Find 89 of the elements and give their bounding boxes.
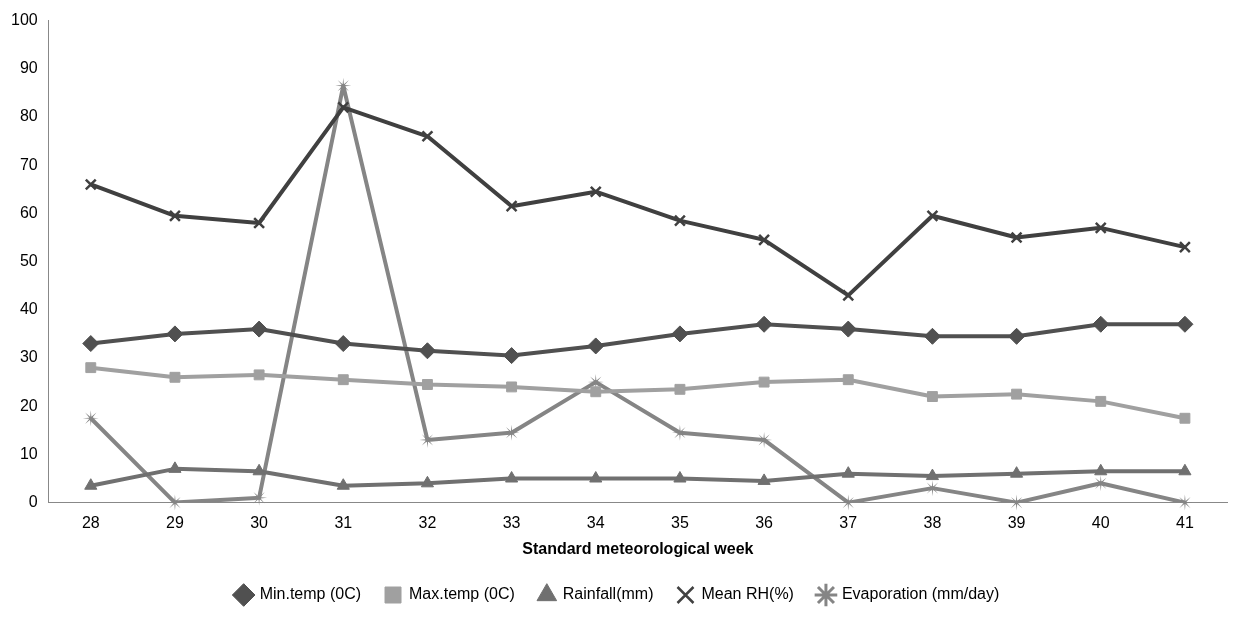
y-tick-label: 30 <box>19 348 38 366</box>
point <box>421 130 434 143</box>
point <box>169 371 181 383</box>
y-tick-label: 70 <box>19 155 38 173</box>
x-tick-label: 31 <box>334 513 353 531</box>
point <box>420 475 434 488</box>
x-tick-label: 30 <box>250 513 269 531</box>
point <box>84 178 97 191</box>
point <box>82 410 99 427</box>
y-tick-label: 20 <box>19 396 38 414</box>
point <box>839 320 857 338</box>
point <box>252 216 266 230</box>
point <box>168 209 182 223</box>
x-tick-label: 35 <box>671 513 689 531</box>
point <box>250 320 268 338</box>
point <box>671 325 689 343</box>
point <box>590 386 602 398</box>
x-tick-label: 39 <box>1007 513 1026 531</box>
y-tick-label: 90 <box>19 59 38 77</box>
point <box>505 471 519 483</box>
x-tick-label: 38 <box>923 513 942 531</box>
x-tick-label: 33 <box>502 513 521 531</box>
y-tick-label: 80 <box>19 107 38 125</box>
point <box>925 468 939 481</box>
y-tick-label: 50 <box>19 252 38 270</box>
point <box>336 478 350 490</box>
point <box>1178 240 1192 254</box>
point <box>926 209 939 223</box>
legend-label: Mean RH(%) <box>701 585 794 603</box>
point <box>842 374 854 386</box>
point <box>673 214 687 227</box>
y-tick-label: 60 <box>19 203 38 221</box>
x-tick-label: 28 <box>81 513 100 531</box>
point <box>1179 412 1191 424</box>
y-tick-label: 10 <box>19 444 38 462</box>
point <box>421 379 433 390</box>
point <box>757 473 771 485</box>
y-tick-label: 100 <box>10 11 38 29</box>
x-tick-label: 36 <box>755 513 774 531</box>
point <box>841 466 855 478</box>
point <box>923 327 941 345</box>
point <box>756 431 773 448</box>
point <box>673 471 687 483</box>
point <box>252 463 266 476</box>
point <box>85 362 97 374</box>
point <box>1094 221 1107 235</box>
point <box>1008 327 1026 345</box>
point <box>503 347 521 365</box>
point <box>842 289 855 302</box>
point <box>505 199 518 213</box>
point <box>253 369 265 381</box>
point <box>758 376 770 388</box>
legend-label: Rainfall(mm) <box>562 585 654 603</box>
point <box>1176 315 1194 333</box>
point <box>1010 231 1023 244</box>
point <box>337 101 350 114</box>
point <box>84 478 98 490</box>
x-tick-label: 41 <box>1176 513 1194 531</box>
point <box>1178 463 1192 476</box>
point <box>166 325 184 343</box>
point <box>337 374 349 386</box>
point <box>418 342 436 360</box>
x-tick-label: 29 <box>166 513 184 531</box>
point <box>674 383 686 395</box>
point <box>334 335 352 353</box>
legend-label: Max.temp (0C) <box>409 585 515 603</box>
point <box>82 335 100 353</box>
x-tick-label: 40 <box>1091 513 1110 531</box>
y-tick-label: 0 <box>28 493 38 511</box>
point <box>1010 466 1024 478</box>
x-axis-title: Standard meteorological week <box>522 539 754 557</box>
point <box>1094 463 1108 476</box>
point <box>755 315 773 333</box>
point <box>1095 395 1107 407</box>
point <box>587 337 605 355</box>
x-tick-label: 37 <box>839 513 858 531</box>
point <box>1011 388 1023 400</box>
x-tick-label: 32 <box>418 513 437 531</box>
point <box>589 185 602 198</box>
legend-label: Evaporation (mm/day) <box>841 585 1000 603</box>
point <box>168 461 182 473</box>
legend-label: Min.temp (0C) <box>259 585 362 603</box>
point <box>757 233 771 247</box>
point <box>589 471 603 483</box>
point <box>506 381 518 393</box>
x-tick-label: 34 <box>586 513 605 531</box>
point <box>926 391 938 403</box>
point <box>1092 315 1110 333</box>
y-tick-label: 40 <box>19 300 38 318</box>
